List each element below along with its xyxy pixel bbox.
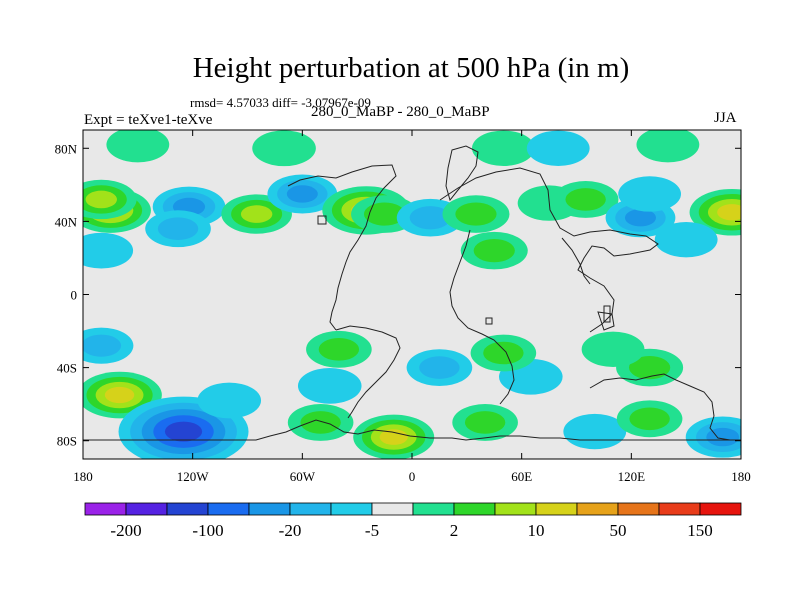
contour-blob bbox=[455, 202, 497, 226]
coastline-island bbox=[317, 215, 327, 225]
contour-blob bbox=[286, 185, 318, 203]
contour-blob bbox=[563, 413, 627, 450]
contour-blob bbox=[706, 427, 740, 447]
colorbar-swatch bbox=[658, 502, 701, 516]
x-tick-label: 180 bbox=[731, 469, 751, 484]
contour-blob bbox=[106, 130, 170, 163]
colorbar-label: 2 bbox=[450, 521, 459, 540]
contour-blob bbox=[471, 130, 535, 166]
y-tick-label: 40N bbox=[55, 214, 78, 229]
colorbar-swatch bbox=[207, 502, 250, 516]
coastline-india bbox=[561, 237, 591, 285]
y-tick-label: 80S bbox=[57, 434, 77, 449]
contour-blob bbox=[83, 232, 134, 269]
axes: 180 120W 60W 0 60E 120E 180 80N 40N 0 40S 80S bbox=[55, 130, 751, 484]
colorbar-swatch bbox=[371, 502, 414, 516]
y-tick-label: 40S bbox=[57, 361, 77, 376]
contour-blob bbox=[300, 411, 341, 434]
coastlines bbox=[83, 145, 741, 441]
contour-blob bbox=[363, 202, 406, 226]
contour-blob bbox=[636, 130, 700, 163]
coastline-north-america bbox=[287, 164, 397, 331]
x-tick-label: 120E bbox=[618, 469, 646, 484]
contour-blob bbox=[157, 217, 199, 240]
colorbar-label: -20 bbox=[279, 521, 302, 540]
contour-blob bbox=[581, 331, 645, 368]
x-tick-label: 180 bbox=[73, 469, 93, 484]
contour-blob bbox=[473, 239, 515, 263]
contour-blob bbox=[464, 411, 506, 434]
colorbar-swatch bbox=[494, 502, 537, 516]
colorbar-swatch bbox=[412, 502, 455, 516]
y-tick-label: 80N bbox=[55, 141, 78, 156]
contour-field bbox=[83, 130, 741, 459]
colorbar-label: 50 bbox=[610, 521, 627, 540]
colorbar-swatch bbox=[84, 502, 127, 516]
colorbar-swatch bbox=[453, 502, 496, 516]
colorbar-swatch bbox=[576, 502, 619, 516]
stats-text: rmsd= 4.57033 diff= -3.07967e-09 bbox=[190, 95, 371, 110]
contour-blob bbox=[104, 386, 135, 404]
colorbar-label: -5 bbox=[365, 521, 379, 540]
coastline-indonesia bbox=[597, 311, 615, 331]
contour-blob bbox=[717, 204, 741, 221]
contour-blob bbox=[526, 130, 590, 166]
case-label: 280_0_MaBP - 280_0_MaBP bbox=[311, 104, 490, 120]
contour-blob bbox=[197, 382, 262, 419]
colorbar-swatch bbox=[617, 502, 660, 516]
contour-blob bbox=[297, 367, 362, 404]
contour-blob bbox=[624, 209, 656, 227]
contour-blob bbox=[164, 421, 203, 442]
contour-blob bbox=[85, 190, 117, 209]
coastline-australia bbox=[589, 373, 731, 441]
contour-blob bbox=[483, 341, 524, 365]
coastline-eurasia bbox=[439, 167, 659, 333]
contour-blob bbox=[565, 188, 606, 211]
x-tick-label: 60W bbox=[290, 469, 316, 484]
colorbar: -200 -100 -20 -5 2 10 50 150 bbox=[84, 502, 742, 540]
contour-blob bbox=[240, 205, 273, 223]
experiment-label: Expt = teXve1-teXve bbox=[84, 112, 213, 128]
x-tick-label: 60E bbox=[511, 469, 532, 484]
contour-blob bbox=[318, 338, 360, 361]
colorbar-label: -100 bbox=[192, 521, 223, 540]
x-tick-label: 0 bbox=[409, 469, 416, 484]
y-tick-label: 0 bbox=[71, 288, 78, 303]
contour-blob bbox=[618, 176, 682, 212]
coastline-greenland bbox=[445, 145, 479, 202]
colorbar-swatch bbox=[125, 502, 168, 516]
contour-blob bbox=[252, 130, 316, 167]
coastline-antarctica bbox=[83, 419, 741, 441]
x-tick-label: 120W bbox=[177, 469, 210, 484]
coastline-island bbox=[485, 317, 493, 325]
coastline-south-america bbox=[335, 325, 401, 419]
season-label: JJA bbox=[714, 110, 737, 126]
colorbar-swatch bbox=[166, 502, 209, 516]
coastline-eurafrica bbox=[449, 229, 515, 405]
colorbar-label: -200 bbox=[110, 521, 141, 540]
colorbar-label: 150 bbox=[687, 521, 713, 540]
contour-blob bbox=[654, 221, 718, 258]
colorbar-swatch bbox=[699, 502, 742, 516]
contour-blob bbox=[419, 356, 460, 379]
chart-title: Height perturbation at 500 hPa (in m) bbox=[192, 52, 630, 84]
colorbar-swatch bbox=[289, 502, 332, 516]
colorbar-swatch bbox=[535, 502, 578, 516]
contour-blob bbox=[629, 407, 670, 431]
contour-blob bbox=[629, 356, 671, 380]
coastline-island bbox=[603, 305, 611, 323]
colorbar-swatch bbox=[330, 502, 373, 516]
contour-blob bbox=[379, 429, 408, 445]
colorbar-label: 10 bbox=[528, 521, 545, 540]
colorbar-swatch bbox=[248, 502, 291, 516]
contour-blob bbox=[83, 334, 122, 357]
contour-blob bbox=[409, 206, 451, 230]
